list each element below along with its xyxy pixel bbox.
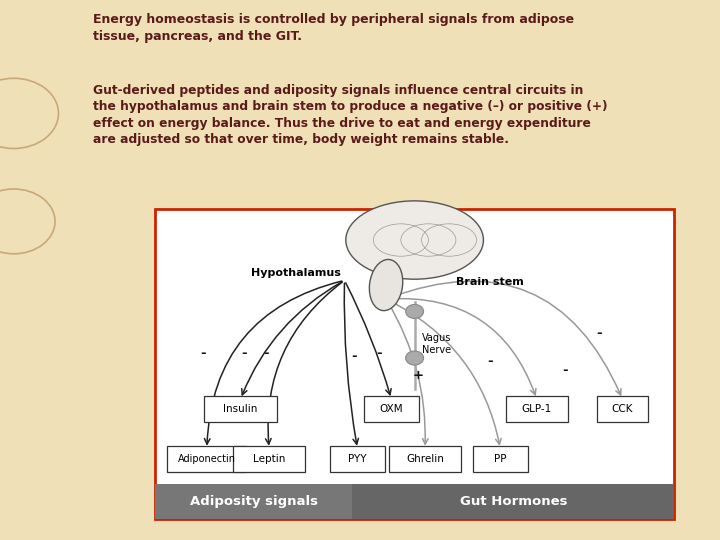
Text: Ghrelin: Ghrelin: [406, 454, 444, 464]
Text: Gut-derived peptides and adiposity signals influence central circuits in
the hyp: Gut-derived peptides and adiposity signa…: [93, 84, 608, 146]
Ellipse shape: [346, 201, 483, 279]
Text: -: -: [487, 355, 493, 368]
Text: -: -: [241, 347, 247, 360]
FancyBboxPatch shape: [155, 484, 352, 519]
FancyBboxPatch shape: [597, 396, 648, 422]
FancyBboxPatch shape: [233, 446, 305, 472]
FancyBboxPatch shape: [204, 396, 276, 422]
Text: Gut Hormones: Gut Hormones: [459, 495, 567, 508]
Text: OXM: OXM: [379, 404, 403, 414]
Text: Brain stem: Brain stem: [456, 277, 524, 287]
Text: PP: PP: [494, 454, 507, 464]
FancyBboxPatch shape: [167, 446, 246, 472]
Text: Adiponectin: Adiponectin: [178, 454, 235, 464]
Circle shape: [405, 351, 423, 365]
Text: -: -: [351, 350, 357, 363]
FancyBboxPatch shape: [389, 446, 461, 472]
FancyBboxPatch shape: [364, 396, 419, 422]
FancyBboxPatch shape: [352, 484, 675, 519]
Text: +: +: [413, 369, 423, 382]
Text: -: -: [596, 327, 602, 340]
Text: -: -: [376, 347, 382, 360]
Text: Adiposity signals: Adiposity signals: [189, 495, 318, 508]
FancyBboxPatch shape: [155, 209, 675, 519]
Text: Hypothalamus: Hypothalamus: [251, 268, 341, 278]
Text: CCK: CCK: [612, 404, 633, 414]
Text: -: -: [562, 364, 568, 377]
Text: -: -: [263, 347, 269, 360]
FancyBboxPatch shape: [330, 446, 385, 472]
Text: Vagus
Nerve: Vagus Nerve: [423, 333, 451, 355]
FancyBboxPatch shape: [473, 446, 528, 472]
Text: Energy homeostasis is controlled by peripheral signals from adipose
tissue, panc: Energy homeostasis is controlled by peri…: [93, 14, 574, 43]
Circle shape: [405, 305, 423, 319]
Ellipse shape: [369, 260, 402, 310]
Text: PYY: PYY: [348, 454, 366, 464]
Text: GLP-1: GLP-1: [521, 404, 552, 414]
Text: Insulin: Insulin: [223, 404, 258, 414]
Text: -: -: [201, 347, 206, 360]
Text: Leptin: Leptin: [253, 454, 285, 464]
FancyBboxPatch shape: [505, 396, 567, 422]
